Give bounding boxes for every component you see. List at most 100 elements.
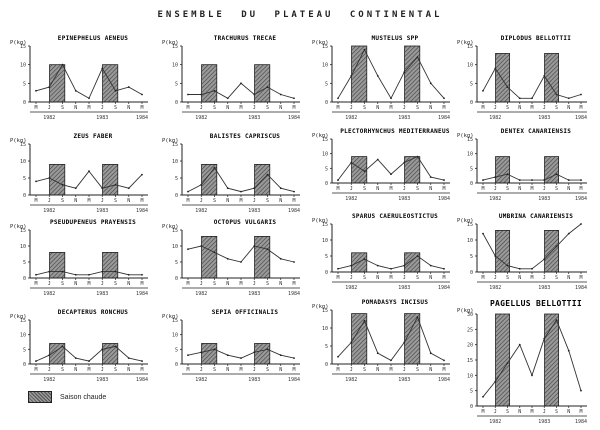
data-point — [200, 245, 203, 247]
x-tick-label: J — [543, 275, 546, 281]
year-label: 1983 — [248, 377, 260, 383]
y-tick-label: 5 — [175, 81, 178, 87]
data-point — [350, 341, 353, 344]
bar-saison-chaude — [495, 53, 511, 103]
data-point — [376, 158, 379, 161]
y-tick-label: 5 — [23, 176, 26, 182]
chart-title: SPARUS CAERULEOSTICTUS — [352, 213, 438, 220]
year-label: 1984 — [136, 377, 148, 383]
x-tick-label: J — [494, 275, 497, 281]
data-point — [403, 161, 406, 164]
x-tick-label: J — [101, 281, 104, 287]
data-point — [141, 273, 143, 276]
data-point — [114, 89, 117, 92]
data-point — [141, 93, 143, 96]
data-point — [74, 187, 77, 190]
data-point — [279, 257, 282, 260]
data-point — [403, 341, 406, 344]
bar-saison-chaude — [351, 156, 368, 184]
year-label: 1983 — [248, 291, 260, 297]
x-tick-label: S — [506, 105, 509, 111]
chart-title: DIPLODUS BELLOTTII — [501, 35, 572, 42]
data-point — [580, 389, 582, 392]
year-label: 1984 — [288, 377, 300, 383]
x-tick-label: J — [350, 367, 353, 373]
data-point — [390, 267, 392, 270]
data-point — [416, 56, 419, 59]
data-point — [187, 248, 189, 251]
bar-saison-chaude — [49, 252, 66, 279]
x-tick-label: J — [48, 281, 51, 287]
data-point — [443, 359, 445, 362]
x-tick-label: M — [292, 105, 295, 111]
y-axis-label: P(kg) — [457, 218, 474, 224]
year-label: 1984 — [288, 115, 300, 121]
y-tick-label: 5 — [175, 260, 178, 266]
data-point — [543, 337, 546, 340]
legend-swatch — [28, 391, 52, 403]
chart-title: PAGELLUS BELLOTTII — [490, 299, 582, 308]
y-tick-label: 0 — [23, 193, 26, 199]
y-axis-label: P(kg) — [10, 314, 27, 320]
chart-title: EPINEPHELUS AENEUS — [58, 35, 129, 42]
x-tick-label: S — [555, 275, 558, 281]
data-point — [337, 97, 339, 100]
x-tick-label: M — [239, 105, 242, 111]
y-tick-label: 15 — [322, 44, 328, 50]
data-point — [293, 357, 295, 360]
y-tick-label: 15 — [20, 228, 26, 234]
y-tick-label: 5 — [470, 254, 473, 260]
x-tick-label: M — [186, 281, 189, 287]
x-tick-label: J — [200, 198, 203, 204]
x-tick-label: M — [579, 105, 582, 111]
data-point — [416, 316, 419, 319]
chart-title: TRACHURUS TRECAE — [214, 35, 277, 42]
x-tick-label: M — [530, 105, 533, 111]
data-point — [390, 173, 392, 176]
year-label: 1983 — [398, 196, 410, 202]
data-point — [187, 93, 189, 96]
y-tick-label: 15 — [322, 308, 328, 314]
year-label: 1983 — [538, 196, 550, 202]
y-tick-label: 0 — [325, 270, 328, 276]
x-tick-label: M — [336, 367, 339, 373]
chart-title: MUSTELUS SPP — [372, 35, 419, 42]
x-tick-label: N — [376, 186, 379, 192]
x-tick-label: M — [442, 367, 445, 373]
data-point — [555, 93, 558, 96]
chart-title: PLECTORHYNCHUS MEDITERRANEUS — [340, 128, 450, 135]
chart-dentex-canariensis: DENTEX CANARIENSIS P(kg) 0 5 10 15 M J S N M J S N M 19… — [455, 125, 595, 203]
x-tick-label: M — [481, 186, 484, 192]
x-tick-label: S — [266, 367, 269, 373]
x-tick-label: N — [226, 367, 229, 373]
y-tick-label: 15 — [467, 358, 473, 364]
data-point — [61, 183, 64, 186]
data-point — [240, 261, 242, 263]
data-point — [443, 267, 445, 270]
y-tick-label: 30 — [467, 312, 473, 318]
x-tick-label: S — [506, 275, 509, 281]
x-tick-label: S — [61, 198, 64, 204]
legend-label: Saison chaude — [60, 393, 107, 401]
year-label: 1982 — [489, 196, 501, 202]
x-tick-label: M — [34, 367, 37, 373]
data-point — [429, 352, 432, 355]
y-tick-label: 10 — [322, 326, 328, 332]
chart-trachurus-trecae: TRACHURUS TRECAE P(kg) 0 5 10 15 M J S N M J S N M 1982… — [160, 32, 308, 122]
data-point — [226, 187, 229, 190]
y-tick-label: 25 — [467, 327, 473, 333]
x-tick-label: M — [579, 186, 582, 192]
y-tick-label: 10 — [467, 238, 473, 244]
x-tick-label: M — [186, 198, 189, 204]
y-tick-label: 10 — [20, 159, 26, 165]
data-point — [74, 357, 77, 360]
data-point — [531, 267, 533, 270]
data-point — [35, 180, 37, 183]
data-point — [429, 264, 432, 267]
x-tick-label: N — [567, 275, 570, 281]
data-point — [555, 319, 558, 322]
x-tick-label: N — [226, 105, 229, 111]
data-point — [363, 170, 366, 173]
data-point — [187, 354, 189, 357]
y-tick-label: 0 — [23, 100, 26, 106]
